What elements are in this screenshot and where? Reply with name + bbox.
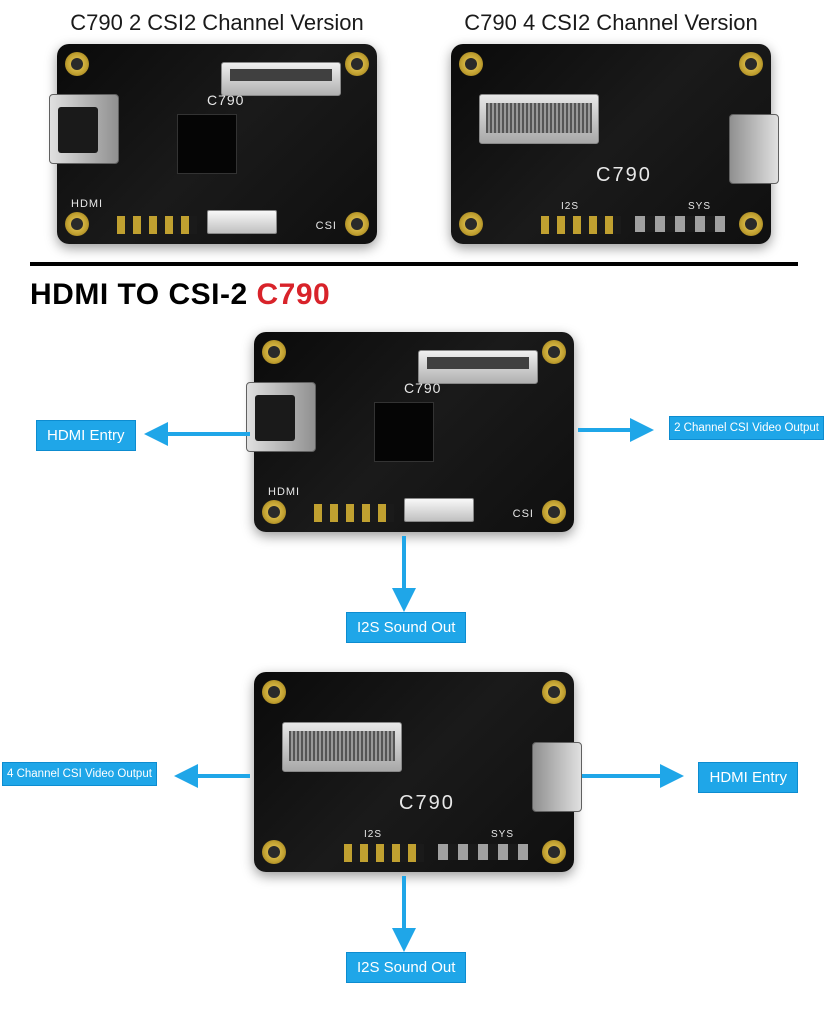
csi-connector-back-icon xyxy=(282,722,402,772)
title-to: TO xyxy=(118,278,160,311)
hdmi-port-icon xyxy=(246,382,316,452)
i2s-pins-icon xyxy=(344,844,424,862)
label-2ch-csi: 2 Channel CSI Video Output xyxy=(669,416,824,440)
csi-connector-back-icon xyxy=(479,94,599,144)
title-c790: C790 xyxy=(257,278,331,311)
chip-icon xyxy=(177,114,237,174)
silk-model-back: C790 xyxy=(596,164,652,187)
small-connector-icon xyxy=(404,498,474,522)
silk-sys: SYS xyxy=(491,829,514,840)
pin-header-icon xyxy=(117,216,197,234)
main-title: HDMI TO CSI-2 C790 xyxy=(0,278,828,312)
csi-connector-icon xyxy=(221,62,341,96)
board-back-top: C790 I2S SYS xyxy=(451,44,771,244)
label-hdmi-entry: HDMI Entry xyxy=(36,420,136,451)
sys-pins-icon xyxy=(438,844,528,860)
silk-i2s: I2S xyxy=(561,201,579,212)
hdmi-port-back-icon xyxy=(729,114,779,184)
silk-csi: CSI xyxy=(513,508,534,520)
sys-pins-icon xyxy=(635,216,725,232)
diagram-front: C790 HDMI CSI HDMI Entry 2 Channel CSI V… xyxy=(0,312,828,652)
i2s-pins-icon xyxy=(541,216,621,234)
right-version-title: C790 4 CSI2 Channel Version xyxy=(426,10,796,36)
divider-line xyxy=(30,262,798,266)
hdmi-port-icon xyxy=(49,94,119,164)
diagram-back: C790 I2S SYS 4 Channel CSI Video Output … xyxy=(0,652,828,992)
label-i2s-out-2: I2S Sound Out xyxy=(346,952,466,983)
top-version-row: C790 2 CSI2 Channel Version C790 HDMI CS… xyxy=(0,0,828,244)
silk-hdmi: HDMI xyxy=(71,198,103,210)
board-front-diagram: C790 HDMI CSI xyxy=(254,332,574,532)
silk-model-back: C790 xyxy=(399,792,455,815)
label-4ch-csi: 4 Channel CSI Video Output xyxy=(2,762,157,786)
left-version-title: C790 2 CSI2 Channel Version xyxy=(32,10,402,36)
silk-model: C790 xyxy=(404,380,441,396)
csi-connector-icon xyxy=(418,350,538,384)
board-back-diagram: C790 I2S SYS xyxy=(254,672,574,872)
left-version-col: C790 2 CSI2 Channel Version C790 HDMI CS… xyxy=(32,10,402,244)
silk-model: C790 xyxy=(207,92,244,108)
silk-csi: CSI xyxy=(316,220,337,232)
silk-i2s: I2S xyxy=(364,829,382,840)
hdmi-port-back-icon xyxy=(532,742,582,812)
title-csi2: CSI-2 xyxy=(168,278,247,311)
chip-icon xyxy=(374,402,434,462)
small-connector-icon xyxy=(207,210,277,234)
board-front-top: C790 HDMI CSI xyxy=(57,44,377,244)
label-hdmi-entry-2: HDMI Entry xyxy=(698,762,798,793)
label-i2s-out-1: I2S Sound Out xyxy=(346,612,466,643)
silk-hdmi: HDMI xyxy=(268,486,300,498)
title-hdmi: HDMI xyxy=(30,278,109,311)
silk-sys: SYS xyxy=(688,201,711,212)
pin-header-icon xyxy=(314,504,394,522)
right-version-col: C790 4 CSI2 Channel Version C790 I2S SYS xyxy=(426,10,796,244)
